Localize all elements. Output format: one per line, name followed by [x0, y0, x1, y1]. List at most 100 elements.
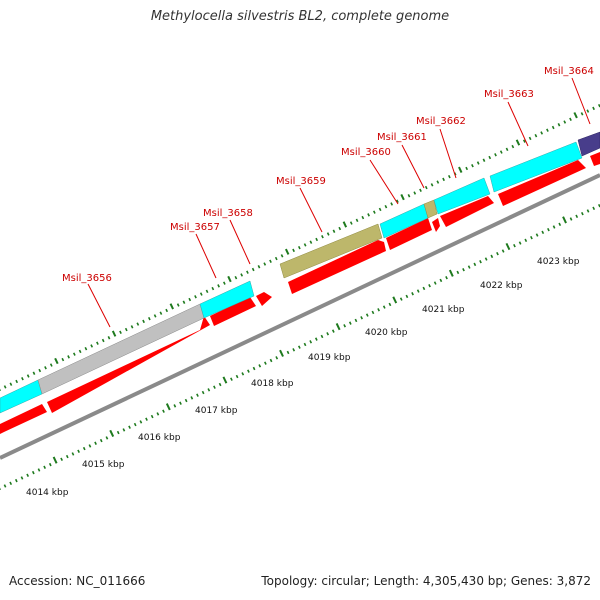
gene-label-msil-3658[interactable]: Msil_3658 [203, 208, 253, 219]
scale-major-tick [448, 269, 454, 277]
cds-arrow-msil-3659[interactable] [288, 240, 386, 294]
outer-minor-tick [72, 352, 76, 356]
scale-minor-tick [258, 364, 262, 368]
scale-minor-tick [218, 382, 222, 387]
scale-major-tick [52, 456, 58, 464]
gene-label-msil-3656[interactable]: Msil_3656 [62, 273, 112, 284]
gene-label-msil-3661[interactable]: Msil_3661 [377, 132, 427, 143]
outer-minor-tick [78, 349, 82, 354]
outer-major-tick [227, 275, 232, 283]
gene-label-msil-3664[interactable]: Msil_3664 [544, 66, 594, 77]
scale-minor-tick [467, 265, 471, 269]
scale-minor-tick [558, 222, 562, 227]
scale-minor-tick [462, 268, 465, 272]
gene-label-msil-3662[interactable]: Msil_3662 [416, 116, 466, 127]
scale-minor-tick [20, 476, 24, 480]
leader-line [571, 77, 591, 125]
scale-minor-tick [331, 329, 335, 333]
scale-minor-tick [71, 452, 75, 456]
gene-label-msil-3663[interactable]: Msil_3663 [484, 89, 534, 100]
outer-minor-tick [378, 207, 382, 212]
scale-minor-tick [275, 356, 279, 360]
scale-minor-tick [269, 358, 273, 363]
outer-minor-tick [332, 229, 336, 233]
gene-label-group-msil-3664: Msil_3664 [544, 66, 594, 125]
scale-minor-tick [82, 446, 86, 451]
outer-minor-tick [505, 147, 509, 152]
outer-major-tick [284, 248, 290, 255]
outer-minor-tick [436, 180, 440, 184]
scale-minor-tick [190, 396, 194, 400]
feature-box-olive-2[interactable] [423, 199, 438, 219]
outer-minor-tick [540, 131, 544, 135]
scale-major-tick [165, 403, 171, 411]
outer-minor-tick [430, 183, 434, 187]
scale-minor-tick [128, 425, 131, 429]
scale-minor-tick [360, 316, 363, 320]
outer-minor-tick [557, 123, 561, 127]
feature-box-indigo[interactable] [577, 131, 600, 157]
kbp-label-4022: 4022 kbp [480, 281, 523, 291]
outer-minor-tick [349, 221, 353, 225]
cds-arrow-msil-3661[interactable] [432, 218, 440, 232]
feature-box-olive-1[interactable] [279, 223, 383, 279]
scale-minor-tick [473, 262, 477, 267]
scale-minor-tick [162, 409, 165, 413]
outer-minor-tick [90, 344, 94, 348]
scale-minor-tick [207, 388, 211, 392]
outer-major-tick [573, 112, 578, 119]
cds-arrow-msil-3658[interactable] [256, 292, 272, 306]
outer-major-tick [111, 330, 117, 337]
outer-minor-tick [471, 164, 474, 168]
scale-minor-tick [60, 457, 63, 461]
scale-minor-tick [264, 361, 267, 365]
outer-minor-tick [240, 273, 244, 277]
scale-minor-tick [88, 444, 92, 448]
gene-label-msil-3657[interactable]: Msil_3657 [170, 222, 220, 233]
scale-major-tick [222, 376, 228, 384]
scale-minor-tick [31, 470, 35, 475]
cds-arrow-msil-3664[interactable] [590, 152, 600, 166]
outer-major-tick [54, 357, 59, 365]
feature-box-cyan-3[interactable] [433, 177, 491, 215]
scale-minor-tick [405, 294, 409, 299]
outer-minor-tick [390, 202, 394, 206]
outer-minor-tick [522, 139, 526, 143]
cds-arrow-msil-3663[interactable] [498, 160, 586, 206]
outer-minor-tick [119, 330, 122, 334]
cds-arrow-msil-3657[interactable] [210, 297, 256, 326]
outer-minor-tick [182, 300, 186, 304]
scale-minor-tick [14, 478, 18, 483]
kbp-label-4017: 4017 kbp [195, 406, 238, 416]
scale-minor-tick [37, 468, 41, 472]
outer-minor-tick [38, 368, 42, 373]
scale-minor-tick [592, 206, 596, 211]
outer-minor-tick [534, 133, 538, 138]
scale-minor-tick [326, 332, 330, 336]
gene-label-group-msil-3661: Msil_3661 [377, 132, 427, 189]
outer-minor-tick [67, 355, 70, 359]
feature-box-gray[interactable] [37, 303, 205, 395]
scale-minor-tick [116, 430, 120, 435]
gene-label-msil-3659[interactable]: Msil_3659 [276, 176, 326, 187]
outer-minor-tick [222, 281, 226, 285]
scale-minor-tick [399, 297, 403, 301]
gene-label-msil-3660[interactable]: Msil_3660 [341, 147, 391, 158]
outer-minor-tick [499, 150, 503, 154]
outer-minor-tick [32, 371, 36, 375]
outer-minor-tick [551, 125, 555, 130]
scale-minor-tick [3, 484, 7, 488]
scale-minor-tick [297, 345, 301, 349]
feature-box-cyan-4[interactable] [489, 141, 583, 193]
feature-box-cyan-1[interactable] [199, 280, 255, 319]
cds-arrow-msil-3660[interactable] [386, 218, 432, 250]
outer-minor-tick [476, 161, 480, 165]
outer-minor-tick [142, 319, 145, 324]
outer-minor-tick [546, 128, 549, 132]
gene-label-group-msil-3657: Msil_3657 [170, 222, 220, 279]
cds-arrow-left-edge[interactable] [0, 404, 47, 434]
cds-arrow-msil-3656[interactable] [47, 316, 210, 413]
cds-arrow-msil-3662[interactable] [440, 196, 494, 227]
gene-label-group-msil-3660: Msil_3660 [341, 147, 399, 205]
